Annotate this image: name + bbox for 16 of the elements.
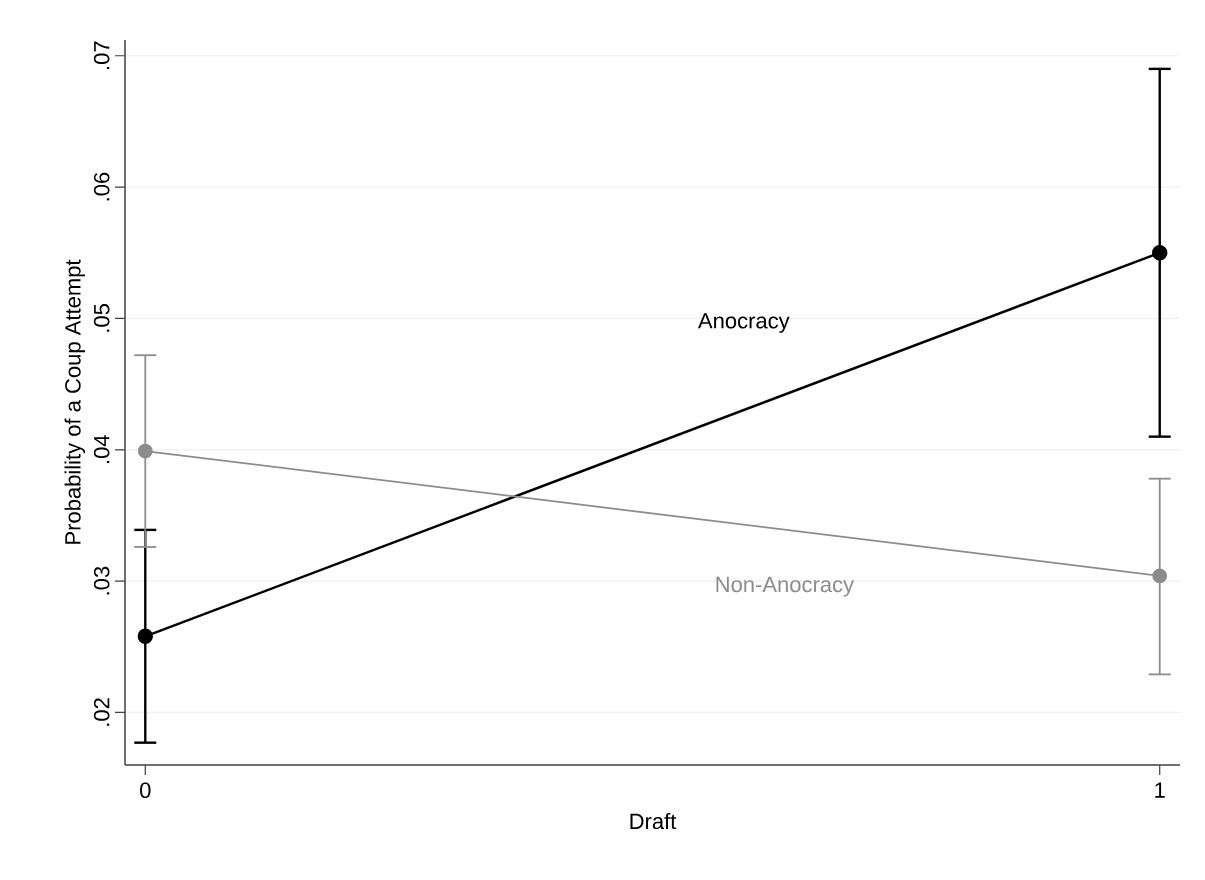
y-axis-title: Probability of a Coup Attempt: [64, 259, 86, 544]
x-tick-label: 1: [1155, 782, 1165, 798]
text: Anocracy: [697, 313, 790, 333]
point: [1152, 245, 1168, 261]
x-axis-title: Draft: [630, 812, 677, 830]
y-tick-label: .07: [93, 41, 110, 70]
y-tick-label: .02: [93, 698, 110, 726]
point: [137, 628, 153, 644]
series-label: Non-Anocracy: [716, 576, 855, 597]
y-tick-label: .05: [93, 304, 110, 332]
y-tick-label: .03: [93, 566, 110, 595]
y-tick-label: .06: [93, 172, 110, 201]
point: [1152, 568, 1168, 584]
point: [137, 443, 153, 459]
y-tick-label: .04: [93, 435, 110, 464]
x-tick-label: 0: [140, 782, 151, 799]
